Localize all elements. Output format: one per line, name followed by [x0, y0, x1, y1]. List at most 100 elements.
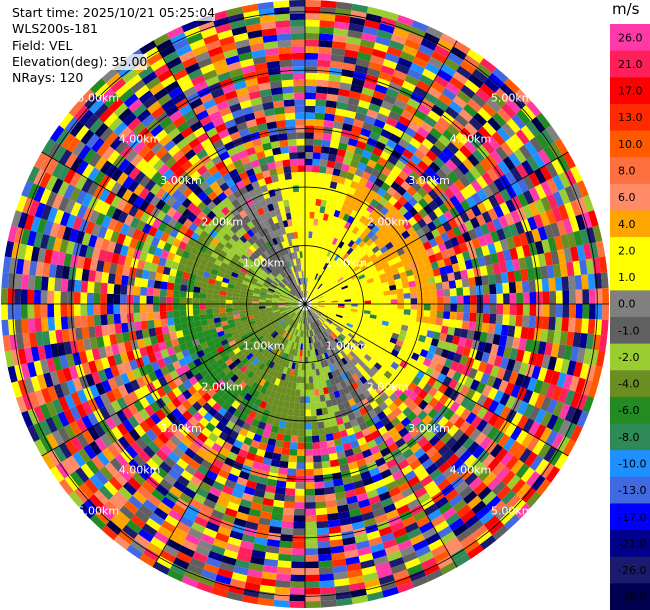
velocity-gate — [307, 251, 311, 258]
velocity-gate — [299, 316, 303, 324]
velocity-gate — [489, 150, 503, 165]
velocity-gate — [500, 451, 514, 467]
velocity-gate — [27, 166, 40, 183]
velocity-gate — [347, 384, 355, 393]
velocity-gate — [291, 305, 299, 307]
velocity-gate — [328, 314, 336, 319]
velocity-gate — [290, 435, 299, 443]
velocity-gate — [110, 195, 122, 208]
velocity-gate — [68, 491, 84, 508]
velocity-gate — [221, 374, 231, 384]
velocity-gate — [120, 313, 128, 324]
velocity-gate — [327, 87, 340, 96]
velocity-gate — [305, 46, 319, 54]
velocity-gate — [462, 286, 470, 296]
velocity-gate — [463, 103, 478, 118]
velocity-gate — [252, 298, 259, 302]
velocity-gate — [377, 463, 389, 473]
velocity-gate — [476, 188, 489, 202]
velocity-gate — [199, 230, 209, 240]
velocity-gate — [553, 330, 562, 345]
velocity-gate — [545, 161, 559, 178]
velocity-gate — [496, 367, 507, 380]
velocity-gate — [246, 258, 254, 266]
velocity-gate — [373, 555, 389, 566]
velocity-gate — [454, 393, 466, 405]
velocity-gate — [325, 319, 332, 325]
velocity-gate — [559, 330, 568, 346]
velocity-gate — [346, 562, 362, 572]
velocity-gate — [420, 557, 437, 570]
velocity-gate — [156, 386, 167, 398]
velocity-gate — [332, 168, 341, 177]
velocity-gate — [546, 178, 559, 194]
velocity-gate — [161, 98, 176, 112]
velocity-gate — [7, 365, 18, 383]
velocity-gate — [537, 226, 548, 241]
velocity-gate — [260, 272, 268, 279]
velocity-gate — [272, 398, 280, 407]
velocity-gate — [166, 56, 182, 70]
velocity-gate — [427, 323, 436, 332]
velocity-gate — [256, 523, 270, 533]
velocity-gate — [520, 375, 532, 390]
velocity-gate — [459, 385, 470, 397]
velocity-gate — [366, 249, 375, 258]
velocity-gate — [183, 176, 195, 188]
velocity-gate — [392, 191, 403, 201]
velocity-gate — [564, 422, 577, 439]
velocity-gate — [157, 69, 173, 83]
velocity-gate — [229, 429, 239, 440]
velocity-gate — [396, 247, 406, 256]
velocity-gate — [411, 376, 422, 386]
velocity-gate — [169, 370, 180, 380]
velocity-gate — [481, 275, 489, 286]
velocity-gate — [231, 365, 240, 375]
velocity-gate — [338, 457, 348, 466]
velocity-gate — [353, 265, 361, 272]
velocity-gate — [295, 322, 299, 330]
velocity-gate — [353, 203, 362, 213]
velocity-gate — [279, 460, 289, 469]
velocity-gate — [278, 256, 284, 264]
velocity-gate — [330, 341, 337, 349]
velocity-gate — [328, 342, 334, 350]
velocity-gate — [322, 387, 329, 395]
velocity-gate — [437, 555, 454, 569]
velocity-gate — [111, 387, 123, 400]
velocity-gate — [475, 530, 493, 545]
velocity-gate — [7, 225, 18, 243]
velocity-gate — [315, 291, 321, 297]
velocity-gate — [455, 234, 466, 245]
velocity-gate — [448, 183, 460, 196]
velocity-gate — [211, 392, 221, 403]
velocity-gate — [277, 327, 283, 334]
velocity-gate — [290, 281, 296, 288]
velocity-gate — [316, 86, 328, 94]
velocity-gate — [395, 63, 410, 75]
velocity-gate — [179, 310, 187, 318]
velocity-gate — [192, 411, 204, 422]
velocity-gate — [450, 547, 467, 562]
velocity-gate — [379, 257, 388, 265]
velocity-gate — [310, 185, 318, 193]
velocity-gate — [296, 336, 300, 344]
velocity-gate — [316, 282, 322, 289]
velocity-gate — [324, 298, 332, 301]
velocity-gate — [336, 264, 343, 272]
velocity-gate — [235, 277, 244, 284]
velocity-gate — [385, 116, 398, 128]
velocity-gate — [134, 321, 142, 331]
velocity-gate — [345, 277, 353, 283]
velocity-gate — [428, 386, 438, 398]
velocity-gate — [376, 287, 384, 293]
velocity-gate — [490, 500, 506, 516]
velocity-gate — [189, 120, 203, 133]
velocity-gate — [341, 227, 348, 236]
velocity-gate — [446, 229, 456, 240]
velocity-gate — [433, 139, 447, 152]
velocity-gate — [540, 396, 552, 412]
velocity-gate — [281, 279, 288, 286]
velocity-gate — [210, 238, 220, 247]
velocity-gate — [233, 314, 241, 320]
